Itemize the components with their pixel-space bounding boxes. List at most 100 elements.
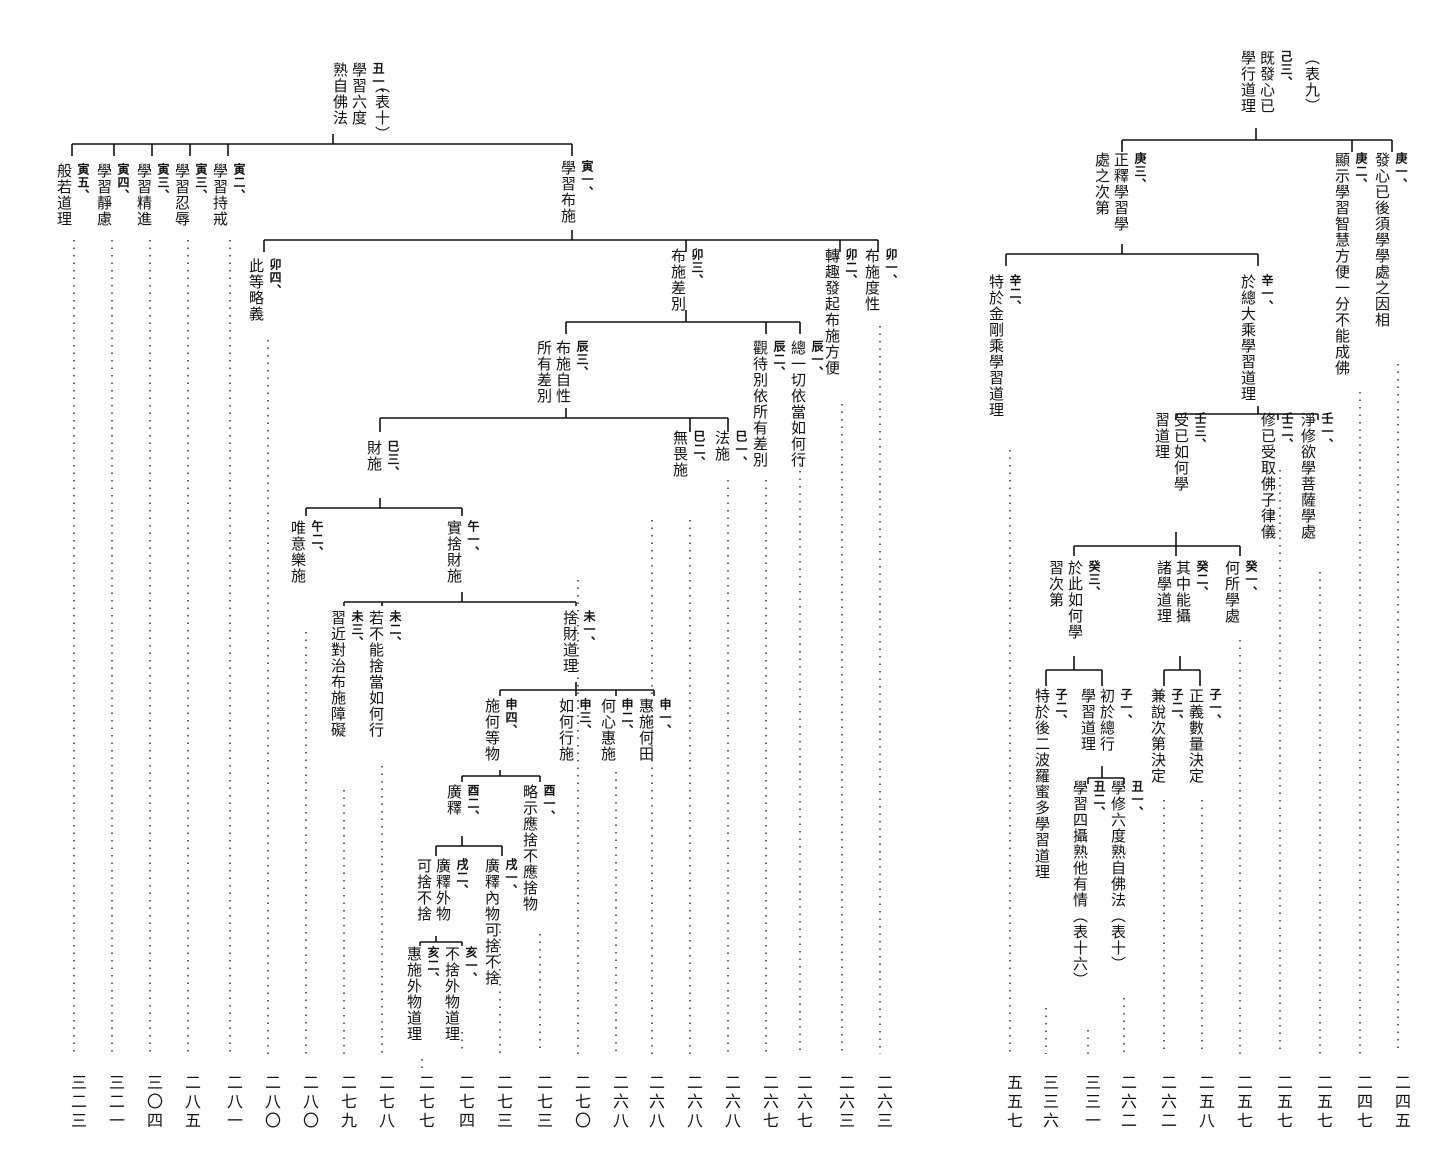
node-t10-yin3b: 寅三、 學習精進: [134, 163, 172, 227]
node-t9-ren2: 壬二、 修已受取佛子律儀: [1258, 412, 1296, 540]
table10-page-ref: 三〇四: [144, 1074, 163, 1131]
node-t9-gui3: 癸三、 於此如何學 習次第: [1046, 560, 1103, 640]
node-t10-mao2: 卯二、 轉趣發起布施方便: [822, 248, 860, 376]
node-text: 何心惠施: [599, 698, 617, 762]
table10-page-ref: 二八〇: [262, 1074, 281, 1131]
node-text: 何所學處: [1223, 560, 1241, 624]
table10-page-ref: 二七四: [456, 1074, 475, 1131]
node-mark: 丑一、: [1130, 780, 1144, 819]
node-text: 諸學道理: [1155, 560, 1173, 624]
table10-page-ref: 三二一: [106, 1074, 125, 1131]
node-mark: 申一、: [658, 698, 672, 737]
table10-page-ref: 二七〇: [572, 1074, 591, 1131]
node-t9-ren1: 壬一、 淨修欲學菩薩學處: [1298, 412, 1336, 540]
node-text: 顯示學習智慧方便一分不能成佛: [1333, 152, 1351, 376]
node-t9-zi2b: 子二、 特於後二波羅蜜多學習道理: [1032, 688, 1070, 880]
table10-page-ref: 二八五: [182, 1074, 201, 1131]
table10-page-ref: 二八〇: [300, 1074, 319, 1131]
node-t10-mao1: 卯一、 布施度性: [862, 248, 900, 312]
table10-page-ref: 二六七: [760, 1074, 779, 1131]
node-t9-geng2: 庚二、 顯示學習智慧方便一分不能成佛: [1332, 152, 1370, 376]
node-text: 特於金剛乘學習道理: [987, 274, 1005, 418]
table9-page-ref: 二六二: [1118, 1074, 1137, 1131]
table10-page-ref: 二七七: [416, 1074, 435, 1131]
table9-page-ref: 二六二: [1158, 1074, 1177, 1131]
node-text: 習次第: [1047, 560, 1065, 608]
node-t9-geng3: 庚三、 正釋學習學 處之次第: [1092, 152, 1149, 232]
table10-page-ref: 三二三: [68, 1074, 87, 1131]
node-text: 既發心已: [1258, 50, 1276, 114]
node-text: 無畏施: [671, 430, 689, 478]
node-mark: 庚一、: [1394, 152, 1408, 191]
node-text: 學行道理: [1239, 50, 1257, 114]
node-text: 不捨外物道理: [443, 946, 461, 1042]
node-mark: 辰一、: [810, 340, 824, 379]
table10-page-ref: 二六八: [646, 1074, 665, 1131]
node-t10-mao4: 卯四、 此等略義: [246, 258, 284, 322]
node-text: 唯意樂施: [289, 520, 307, 584]
node-mark: 申二、: [620, 698, 634, 737]
node-mark: 壬二、: [1280, 412, 1294, 451]
node-t10-si2: 巳二、 無畏施: [670, 430, 708, 478]
node-text: 廣釋外物: [434, 858, 452, 922]
node-mark: 壬一、: [1320, 412, 1334, 451]
node-text: 特於後二波羅蜜多學習道理: [1033, 688, 1051, 880]
node-text: 其中能攝: [1174, 560, 1192, 624]
node-text: 學習四攝熟他有情（表十六）: [1071, 780, 1089, 988]
node-text: 初於總行: [1098, 688, 1116, 752]
node-t10-wu1: 午一、 實捨財施: [444, 520, 482, 584]
node-text: 轉趣發起布施方便: [823, 248, 841, 376]
node-text: 惠施外物道理: [405, 946, 423, 1042]
node-text: 略示應捨不應捨物: [521, 784, 539, 912]
table10-page-ref: 二六八: [684, 1074, 703, 1131]
node-mark: 辰二、: [772, 340, 786, 379]
node-text: 布施度性: [863, 248, 881, 312]
node-t9-chou1: 丑一、 學修六度熟自佛法（表十）: [1108, 780, 1146, 972]
node-t10-chen1: 辰一、 總一切依當如何行: [788, 340, 826, 468]
table9-page-ref: 二四五: [1392, 1074, 1411, 1131]
node-text: 學習布施: [559, 160, 577, 224]
node-mark: 寅五、: [76, 163, 90, 202]
node-text: 總一切依當如何行: [789, 340, 807, 468]
node-text: 此等略義: [247, 258, 265, 322]
node-text: 若不能捨當如何行: [367, 610, 385, 738]
node-mark: 丑二、: [1092, 780, 1106, 819]
table9-page-ref: 二五七: [1234, 1074, 1253, 1131]
table10-page-ref: 二七八: [376, 1074, 395, 1131]
table10-page-ref: 二七三: [534, 1074, 553, 1131]
node-t10-mao3: 卯三、 布施差別: [668, 248, 706, 312]
node-t10-you2: 酉二、 廣釋: [444, 784, 482, 823]
table10-page-ref: 二六八: [722, 1074, 741, 1131]
leader-dots: [73, 240, 1399, 1068]
table9-page-ref: 五五七: [1004, 1074, 1023, 1131]
node-mark: 巳三、: [386, 440, 400, 479]
node-t10-yin1: 寅一、 學習布施: [558, 160, 596, 224]
node-text: 習近對治布施障礙: [329, 610, 347, 738]
node-text: 學修六度熟自佛法（表十）: [1109, 780, 1127, 972]
node-t9-geng1: 庚一、 發心已後須學學處之因相: [1372, 152, 1410, 328]
table10-page-ref: 二七九: [338, 1074, 357, 1131]
node-t9-title: （表九）: [1302, 50, 1321, 114]
node-t10-shen2: 申二、 何心惠施: [598, 698, 636, 762]
node-mark: 未二、: [388, 610, 402, 649]
node-mark: 寅三、: [194, 163, 208, 202]
node-mark: 庚三、: [1133, 152, 1147, 191]
node-text: 學習靜慮: [95, 163, 113, 227]
node-text: 學習道理: [1079, 688, 1097, 752]
node-t10-wei2: 未二、 若不能捨當如何行: [366, 610, 404, 738]
node-mark: 亥二、: [426, 946, 440, 985]
node-t10-xu1: 戌一、 廣釋內物可捨不捨: [482, 858, 520, 986]
node-text: 正釋學習學: [1112, 152, 1130, 232]
node-text: 淨修欲學菩薩學處: [1299, 412, 1317, 540]
node-mark: 卯一、: [884, 248, 898, 287]
node-t10-chen3: 辰三、 布施自性 所有差別: [534, 340, 591, 404]
node-t10-hai1: 亥一、 不捨外物道理: [442, 946, 480, 1042]
node-t9-zi2a: 子二、 兼說次第決定: [1148, 688, 1186, 784]
node-mark: 寅二、: [232, 163, 246, 202]
table10-page-ref: 二六三: [874, 1074, 893, 1131]
node-text: 受已如何學: [1172, 412, 1190, 492]
node-mark: 申三、: [578, 698, 592, 737]
node-t10-yin2: 寅二、 學習持戒: [210, 163, 248, 227]
node-text: 布施差別: [669, 248, 687, 312]
node-t10-shen4: 申四、 施何等物: [482, 698, 520, 762]
